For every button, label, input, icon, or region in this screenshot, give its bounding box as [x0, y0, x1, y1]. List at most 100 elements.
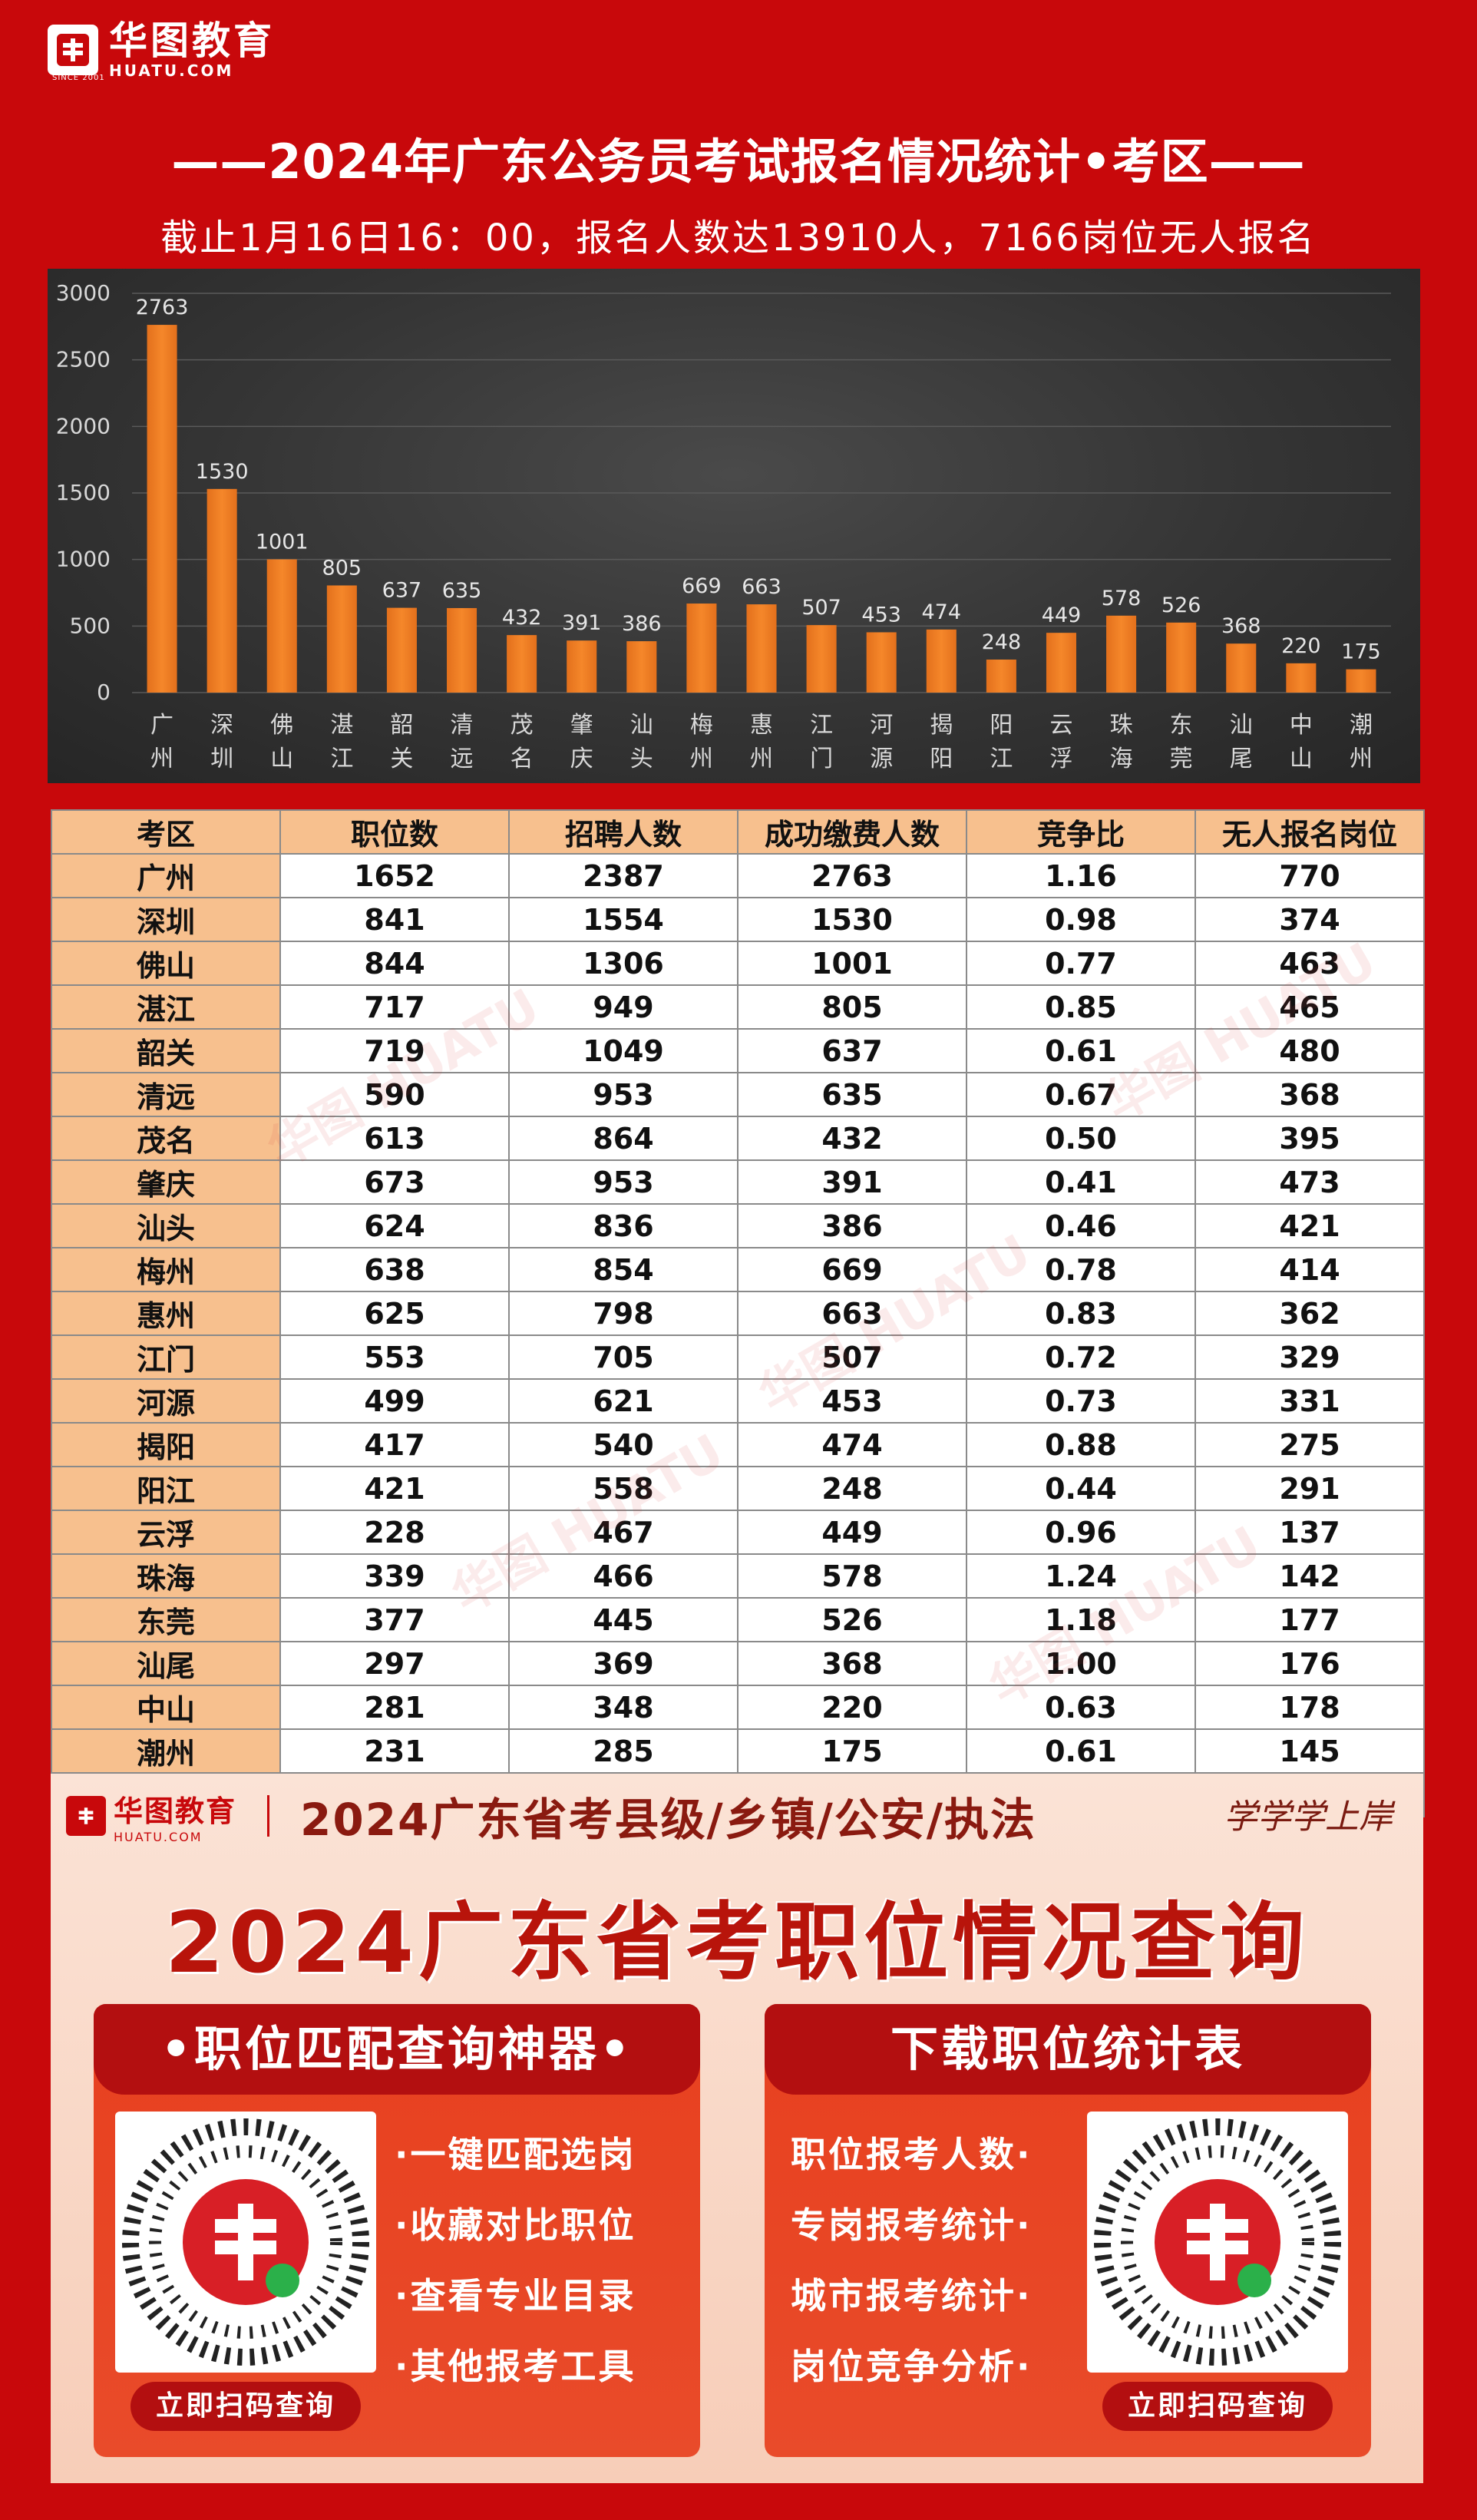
data-label: 526	[1161, 594, 1201, 617]
brand-name-cn: 华图教育	[109, 18, 275, 63]
table-row: 潮州 231 285 175 0.61 145	[51, 1728, 1425, 1774]
x-tick-label: 湛	[330, 712, 353, 739]
table-cell: 953	[508, 1159, 738, 1205]
table-row: 肇庆 673 953 391 0.41 473	[51, 1159, 1425, 1205]
page-subtitle: 截止1月16日16：00，报名人数达13910人，7166岗位无人报名	[160, 217, 1317, 260]
data-label: 578	[1102, 587, 1142, 610]
job-match-card[interactable]: •职位匹配查询神器• 立即扫码查询 ·一键匹配选岗 ·收藏对比职位 ·查看专业目…	[94, 2004, 700, 2457]
huatu-logo-icon	[66, 1796, 106, 1836]
bar	[686, 604, 717, 693]
region-cell: 梅州	[51, 1247, 281, 1292]
x-tick-label: 汕	[1230, 712, 1253, 739]
x-tick-label: 门	[810, 746, 833, 772]
data-label: 391	[562, 611, 602, 635]
bar-chart: 0 500 1000 1500 2000 2500 3000 2763 广州 1530 深圳 1001…	[56, 280, 1391, 772]
table-cell: 1554	[508, 897, 738, 942]
scan-query-button[interactable]: 立即扫码查询	[1102, 2382, 1333, 2431]
table-cell: 499	[279, 1378, 510, 1424]
table-cell: 175	[737, 1728, 967, 1774]
table-cell: 368	[1194, 1072, 1425, 1117]
region-cell: 潮州	[51, 1728, 281, 1774]
bar	[866, 632, 897, 693]
table-cell: 231	[279, 1728, 510, 1774]
table-cell: 0.77	[966, 941, 1196, 986]
table-row: 韶关 719 1049 637 0.61 480	[51, 1028, 1425, 1073]
region-cell: 广州	[51, 853, 281, 898]
data-label: 669	[682, 574, 722, 598]
table-cell: 590	[279, 1072, 510, 1117]
table-row: 梅州 638 854 669 0.78 414	[51, 1247, 1425, 1292]
qr-code-icon[interactable]	[115, 2112, 376, 2373]
table-cell: 1530	[737, 897, 967, 942]
table-cell: 553	[279, 1334, 510, 1380]
x-tick-label: 韶	[390, 712, 413, 739]
table-cell: 445	[508, 1597, 738, 1642]
x-tick-label: 深	[210, 712, 233, 739]
x-tick-label: 清	[451, 712, 474, 739]
promo-banner[interactable]: 华图教育 HUATU.COM 2024广东省考县级/乡镇/公安/执法 学学学上岸…	[51, 1774, 1423, 2483]
x-tick-label: 惠	[750, 712, 773, 739]
y-tick-label: 2500	[56, 347, 111, 372]
data-label: 474	[922, 600, 962, 624]
table-cell: 291	[1194, 1466, 1425, 1511]
table-cell: 1049	[508, 1028, 738, 1073]
table-cell: 421	[1194, 1203, 1425, 1248]
feature-item: ·一键匹配选岗	[395, 2134, 636, 2175]
scan-query-button[interactable]: 立即扫码查询	[131, 2382, 361, 2431]
table-cell: 0.44	[966, 1466, 1196, 1511]
qr-code-icon[interactable]	[1087, 2112, 1348, 2373]
region-cell: 深圳	[51, 897, 281, 942]
table-cell: 465	[1194, 984, 1425, 1030]
bar-chart-panel: 0 500 1000 1500 2000 2500 3000 2763 广州 1530 深圳 1001…	[48, 269, 1420, 783]
table-cell: 0.72	[966, 1334, 1196, 1380]
table-cell: 331	[1194, 1378, 1425, 1424]
region-cell: 湛江	[51, 984, 281, 1030]
y-tick-label: 2000	[56, 413, 111, 438]
x-tick-label: 源	[870, 746, 893, 772]
table-row: 汕头 624 836 386 0.46 421	[51, 1203, 1425, 1248]
x-tick-label: 州	[750, 746, 773, 772]
table-cell: 228	[279, 1510, 510, 1555]
table-cell: 540	[508, 1422, 738, 1467]
table-cell: 414	[1194, 1247, 1425, 1292]
table-cell: 637	[737, 1028, 967, 1073]
x-tick-label: 茂	[511, 712, 534, 739]
bar	[626, 641, 657, 693]
bar	[926, 629, 957, 693]
table-row: 茂名 613 864 432 0.50 395	[51, 1116, 1425, 1161]
table-cell: 142	[1194, 1553, 1425, 1599]
x-tick-label: 阳	[930, 746, 953, 772]
table-cell: 0.61	[966, 1728, 1196, 1774]
table-cell: 635	[737, 1072, 967, 1117]
region-cell: 茂名	[51, 1116, 281, 1161]
table-cell: 348	[508, 1685, 738, 1730]
table-cell: 558	[508, 1466, 738, 1511]
table-header: 竞争比	[966, 809, 1196, 855]
region-cell: 中山	[51, 1685, 281, 1730]
table-cell: 453	[737, 1378, 967, 1424]
region-cell: 清远	[51, 1072, 281, 1117]
table-cell: 220	[737, 1685, 967, 1730]
feature-item: ·收藏对比职位	[395, 2204, 636, 2246]
x-tick-label: 中	[1290, 712, 1313, 739]
x-tick-label: 州	[1350, 746, 1373, 772]
table-cell: 0.63	[966, 1685, 1196, 1730]
table-cell: 432	[737, 1116, 967, 1161]
bar	[326, 585, 357, 693]
table-row: 云浮 228 467 449 0.96 137	[51, 1510, 1425, 1555]
download-stats-heading: 下载职位统计表	[765, 2004, 1371, 2095]
x-tick-label: 梅	[690, 712, 713, 739]
x-tick-label: 云	[1049, 712, 1072, 739]
download-stats-features: 职位报考人数· 专岗报考统计· 城市报考统计· 岗位竞争分析·	[791, 2119, 1032, 2402]
bar	[986, 660, 1016, 693]
table-row: 佛山 844 1306 1001 0.77 463	[51, 941, 1425, 986]
region-cell: 河源	[51, 1378, 281, 1424]
table-cell: 297	[279, 1641, 510, 1686]
table-cell: 421	[279, 1466, 510, 1511]
download-stats-card[interactable]: 下载职位统计表 职位报考人数· 专岗报考统计· 城市报考统计· 岗位竞争分析· …	[765, 2004, 1371, 2457]
data-label: 386	[622, 612, 662, 636]
table-cell: 0.83	[966, 1291, 1196, 1336]
data-label: 637	[382, 579, 422, 603]
job-match-features: ·一键匹配选岗 ·收藏对比职位 ·查看专业目录 ·其他报考工具	[395, 2119, 636, 2402]
y-tick-label: 1000	[56, 547, 111, 572]
